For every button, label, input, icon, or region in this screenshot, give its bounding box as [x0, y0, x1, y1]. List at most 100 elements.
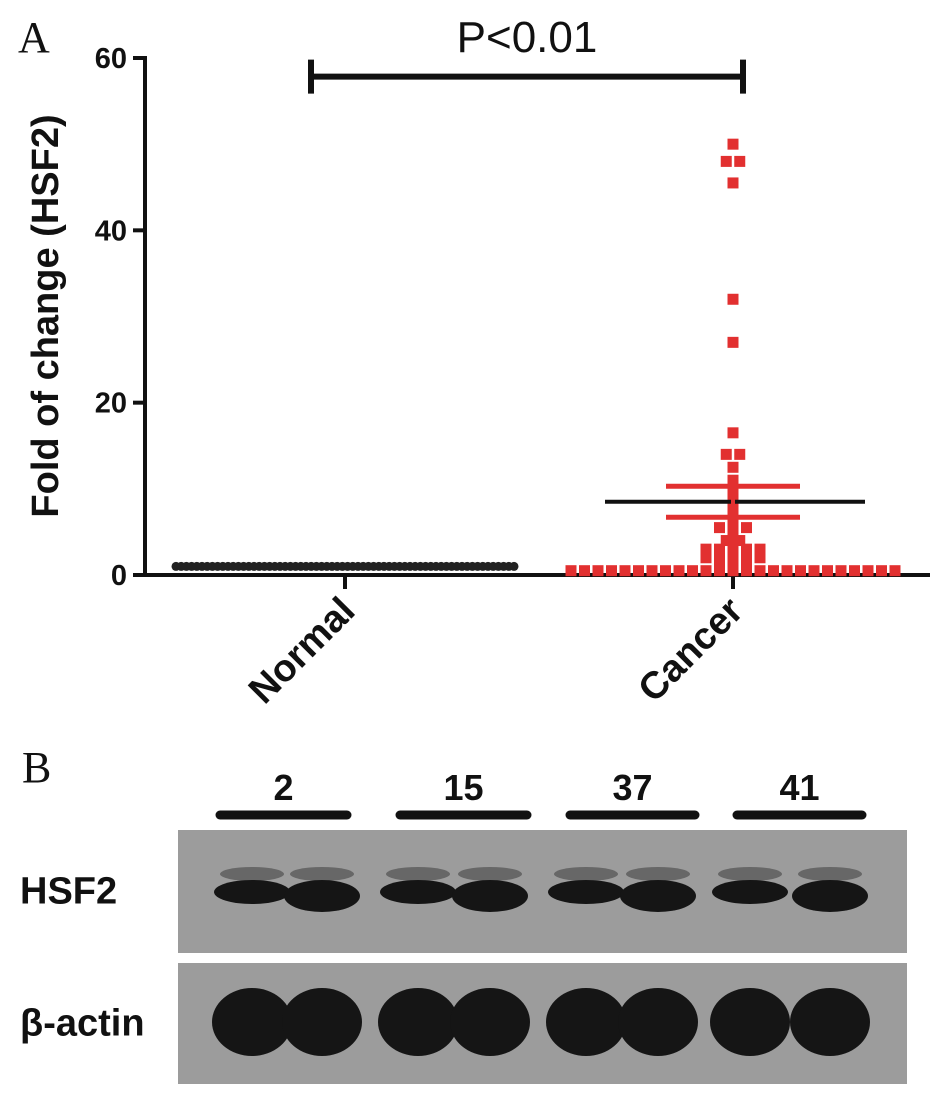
significance-bracket: P<0.01: [308, 13, 746, 94]
blot-band: [214, 880, 290, 904]
data-point-cancer: [720, 155, 732, 167]
data-point-cancer: [579, 565, 590, 577]
blot-band: [790, 988, 870, 1056]
blot-band-faint: [458, 867, 522, 881]
data-points: [171, 138, 901, 577]
data-point-cancer: [727, 556, 739, 568]
sample-label: 37: [612, 767, 652, 808]
blot-band: [450, 988, 530, 1056]
blot-band: [284, 880, 360, 912]
data-point-cancer: [687, 565, 698, 577]
blot-band: [380, 880, 456, 904]
data-point-cancer: [727, 530, 739, 542]
mean-lines: [605, 483, 865, 520]
data-point-cancer: [768, 565, 779, 577]
blot-band-faint: [386, 867, 450, 881]
data-point-cancer: [727, 461, 739, 473]
data-point-cancer: [754, 552, 766, 564]
y-tick-label: 60: [95, 43, 127, 75]
y-axis-label: Fold of change (HSF2): [25, 114, 67, 517]
sample-label: 15: [443, 767, 483, 808]
data-point-cancer: [700, 552, 712, 564]
data-point-cancer: [727, 565, 739, 577]
data-point-cancer: [835, 565, 847, 577]
blot-row-label: HSF2: [20, 871, 117, 913]
data-point-cancer: [808, 565, 820, 577]
data-point-cancer: [734, 448, 746, 460]
data-point-cancer: [714, 565, 725, 577]
blot-band-faint: [626, 867, 690, 881]
data-point-cancer: [862, 565, 874, 577]
panel-a-letter: A: [18, 13, 50, 62]
y-tick-label: 40: [95, 215, 127, 247]
data-point-cancer: [673, 565, 685, 577]
panel-b-letter: B: [22, 743, 51, 792]
y-tick-label: 20: [95, 388, 127, 420]
scatter-chart: Fold of change (HSF2) 0 20 40 60 Normal Canc…: [25, 13, 930, 712]
blot-band: [282, 988, 362, 1056]
data-point-normal: [509, 561, 519, 571]
x-category-label: Normal: [241, 590, 363, 712]
blot-band: [548, 880, 624, 904]
data-point-cancer: [727, 336, 739, 348]
data-point-cancer: [727, 547, 739, 559]
data-point-cancer: [606, 565, 617, 577]
data-point-cancer: [646, 565, 658, 577]
blot-band: [710, 988, 790, 1056]
data-point-cancer: [754, 565, 766, 577]
blot-band: [546, 988, 626, 1056]
data-point-cancer: [727, 522, 739, 534]
data-point-cancer: [727, 474, 739, 486]
blot-band-faint: [798, 867, 862, 881]
sample-label: 41: [779, 767, 819, 808]
blot-band: [378, 988, 458, 1056]
data-point-cancer: [781, 565, 793, 577]
data-point-cancer: [849, 565, 860, 577]
blot-band: [212, 988, 292, 1056]
blot-band: [712, 880, 788, 904]
data-point-cancer: [720, 535, 732, 547]
data-point-cancer: [727, 293, 739, 305]
blot-band-faint: [220, 867, 284, 881]
data-point-cancer: [741, 565, 752, 577]
data-point-cancer: [720, 448, 732, 460]
data-point-cancer: [734, 155, 746, 167]
blot-band-faint: [718, 867, 782, 881]
data-point-cancer: [889, 565, 901, 577]
blot-band: [792, 880, 868, 912]
data-point-cancer: [714, 543, 725, 555]
data-point-cancer: [714, 522, 725, 534]
blot-band: [620, 880, 696, 912]
data-point-cancer: [876, 565, 887, 577]
x-category-label: Cancer: [631, 590, 752, 711]
y-axis: 0 20 40 60: [95, 43, 930, 592]
data-point-cancer: [754, 543, 766, 555]
x-axis: Normal Cancer: [241, 575, 752, 712]
data-point-cancer: [734, 535, 746, 547]
data-point-cancer: [633, 565, 644, 577]
data-point-cancer: [741, 543, 752, 555]
data-point-cancer: [714, 556, 725, 568]
p-value-label: P<0.01: [457, 13, 598, 62]
blot-row-label: β-actin: [20, 1003, 145, 1045]
data-point-cancer: [727, 427, 739, 439]
blot-band-faint: [554, 867, 618, 881]
data-point-cancer: [700, 565, 712, 577]
western-blot: 2 15 37 41 HSF2 β-actin: [20, 767, 907, 1084]
data-point-cancer: [741, 522, 752, 534]
data-point-cancer: [660, 565, 671, 577]
data-point-cancer: [727, 138, 739, 150]
data-point-cancer: [565, 565, 577, 577]
y-tick-label: 0: [111, 560, 127, 592]
blot-band: [452, 880, 528, 912]
data-point-cancer: [619, 565, 631, 577]
data-point-cancer: [727, 539, 739, 551]
blot-band: [618, 988, 698, 1056]
data-point-cancer: [822, 565, 833, 577]
data-point-cancer: [700, 543, 712, 555]
sample-label: 2: [273, 767, 293, 808]
data-point-cancer: [727, 177, 739, 189]
blot-band-faint: [290, 867, 354, 881]
data-point-cancer: [592, 565, 604, 577]
